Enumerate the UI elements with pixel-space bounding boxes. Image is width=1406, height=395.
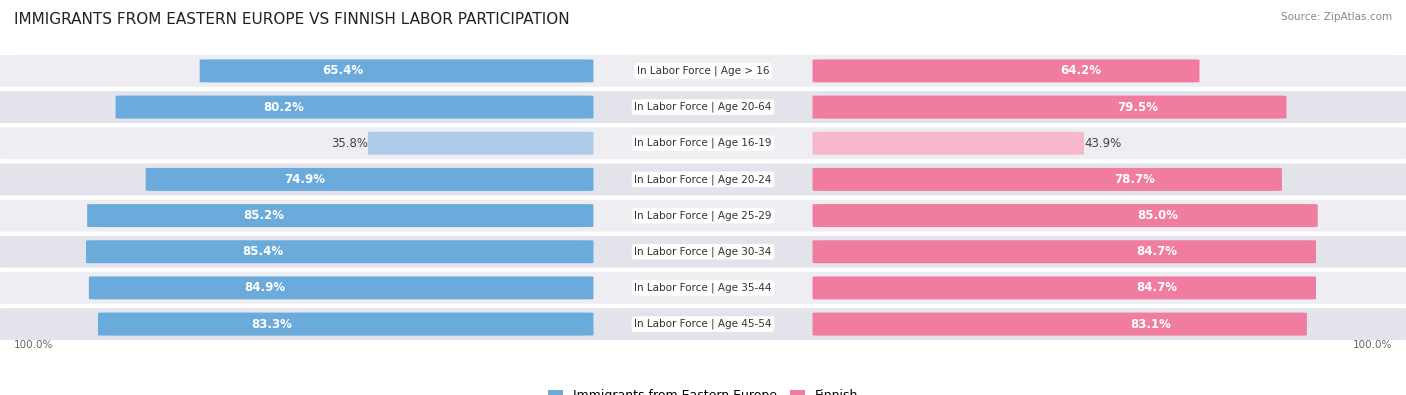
FancyBboxPatch shape (813, 132, 1084, 155)
FancyBboxPatch shape (813, 204, 1317, 227)
FancyBboxPatch shape (86, 240, 593, 263)
Text: 100.0%: 100.0% (14, 340, 53, 350)
FancyBboxPatch shape (0, 127, 1406, 159)
FancyBboxPatch shape (0, 91, 1406, 123)
Text: In Labor Force | Age 16-19: In Labor Force | Age 16-19 (634, 138, 772, 149)
Text: 78.7%: 78.7% (1115, 173, 1156, 186)
Text: In Labor Force | Age 25-29: In Labor Force | Age 25-29 (634, 210, 772, 221)
Text: 85.0%: 85.0% (1137, 209, 1178, 222)
Text: 84.7%: 84.7% (1136, 281, 1177, 294)
FancyBboxPatch shape (0, 199, 1406, 231)
Text: 83.1%: 83.1% (1130, 318, 1171, 331)
Text: 64.2%: 64.2% (1060, 64, 1102, 77)
Text: 35.8%: 35.8% (330, 137, 368, 150)
FancyBboxPatch shape (89, 276, 593, 299)
FancyBboxPatch shape (87, 204, 593, 227)
FancyBboxPatch shape (0, 164, 1406, 196)
Text: In Labor Force | Age 45-54: In Labor Force | Age 45-54 (634, 319, 772, 329)
FancyBboxPatch shape (813, 240, 1316, 263)
Text: 84.7%: 84.7% (1136, 245, 1177, 258)
Text: In Labor Force | Age 20-24: In Labor Force | Age 20-24 (634, 174, 772, 185)
Text: 85.4%: 85.4% (243, 245, 284, 258)
FancyBboxPatch shape (0, 308, 1406, 340)
FancyBboxPatch shape (813, 276, 1316, 299)
Text: 85.2%: 85.2% (243, 209, 284, 222)
FancyBboxPatch shape (98, 312, 593, 336)
Text: IMMIGRANTS FROM EASTERN EUROPE VS FINNISH LABOR PARTICIPATION: IMMIGRANTS FROM EASTERN EUROPE VS FINNIS… (14, 12, 569, 27)
Text: Source: ZipAtlas.com: Source: ZipAtlas.com (1281, 12, 1392, 22)
Text: 83.3%: 83.3% (252, 318, 292, 331)
Text: 74.9%: 74.9% (284, 173, 325, 186)
Text: 84.9%: 84.9% (245, 281, 285, 294)
Text: 43.9%: 43.9% (1084, 137, 1122, 150)
Text: 100.0%: 100.0% (1353, 340, 1392, 350)
FancyBboxPatch shape (115, 96, 593, 118)
Text: In Labor Force | Age 30-34: In Labor Force | Age 30-34 (634, 246, 772, 257)
FancyBboxPatch shape (813, 59, 1199, 83)
Text: In Labor Force | Age 35-44: In Labor Force | Age 35-44 (634, 283, 772, 293)
FancyBboxPatch shape (0, 272, 1406, 304)
FancyBboxPatch shape (813, 96, 1286, 118)
Text: In Labor Force | Age > 16: In Labor Force | Age > 16 (637, 66, 769, 76)
Legend: Immigrants from Eastern Europe, Finnish: Immigrants from Eastern Europe, Finnish (543, 384, 863, 395)
Text: 65.4%: 65.4% (322, 64, 363, 77)
FancyBboxPatch shape (813, 312, 1308, 336)
FancyBboxPatch shape (200, 59, 593, 83)
Text: 79.5%: 79.5% (1118, 101, 1159, 114)
FancyBboxPatch shape (0, 236, 1406, 268)
Text: In Labor Force | Age 20-64: In Labor Force | Age 20-64 (634, 102, 772, 112)
FancyBboxPatch shape (368, 132, 593, 155)
FancyBboxPatch shape (813, 168, 1282, 191)
FancyBboxPatch shape (0, 55, 1406, 87)
Text: 80.2%: 80.2% (263, 101, 304, 114)
FancyBboxPatch shape (146, 168, 593, 191)
